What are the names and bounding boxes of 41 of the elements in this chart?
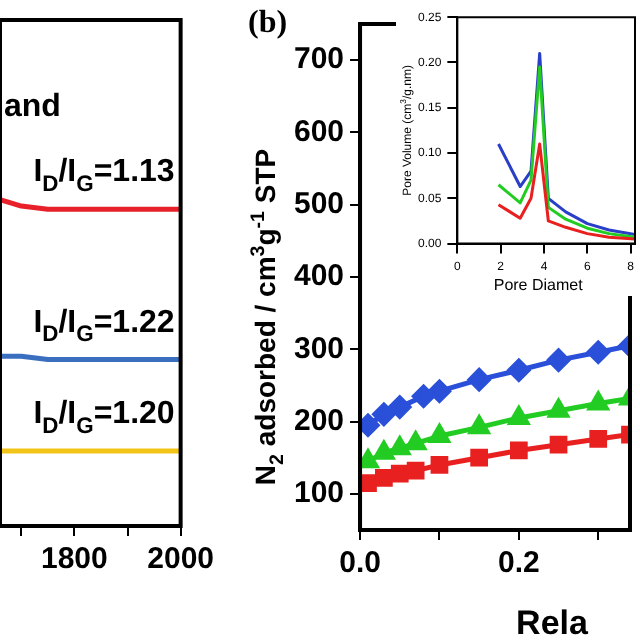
point [390,464,409,483]
point [406,461,425,480]
y-tick-label: 100 [293,476,345,511]
point [373,441,395,460]
point [389,436,411,456]
x-tick-label: 2000 [147,542,215,577]
y-tick-label: 400 [293,259,345,294]
point [388,395,412,419]
x-axis-title: Pore Diamet [493,276,585,294]
point [507,358,531,382]
point [372,402,396,426]
point [547,348,571,372]
point [412,384,436,408]
y-tick-label: 500 [293,187,345,221]
y-tick-label: 300 [293,331,345,366]
point [427,379,451,403]
y-tick-label: 200 [293,403,345,438]
point [589,430,608,448]
x-tick-label: 1800 [41,542,108,577]
y-tick-label: 700 [293,42,345,77]
point [549,435,568,454]
point [468,415,490,435]
point [470,448,489,467]
point [508,406,530,425]
text: and [4,90,61,124]
y-axis-title: N2 adsorbed / cm3g-1 STP [247,148,290,486]
chart-title: (b) [248,6,288,40]
x-tick-label: 0.0 [339,546,381,581]
point [429,424,450,444]
point [509,441,528,460]
point [375,469,393,487]
point [587,392,609,411]
point [467,368,491,392]
x-axis-title: Rela [516,604,590,640]
point [430,456,449,474]
point [405,431,426,451]
x-tick-label: 0.2 [497,546,540,581]
point [360,449,379,469]
point [548,399,569,418]
y-tick-label: 600 [293,114,345,149]
point [586,340,610,364]
